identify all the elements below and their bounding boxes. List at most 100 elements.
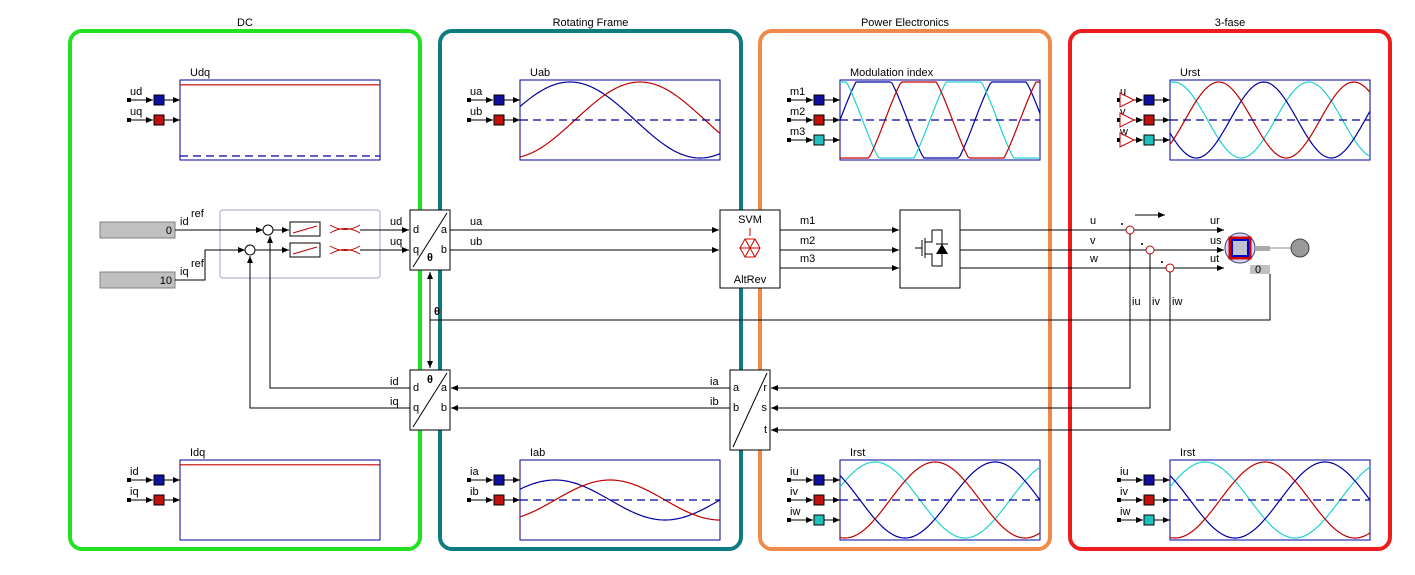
signal-label: m2 bbox=[800, 235, 815, 247]
port-dot bbox=[787, 478, 791, 482]
scope-port bbox=[493, 494, 505, 506]
port-dot bbox=[787, 118, 791, 122]
waveform bbox=[839, 461, 1041, 539]
waveform bbox=[1169, 81, 1371, 159]
port-dot bbox=[127, 498, 131, 502]
signal-label: ia bbox=[710, 376, 719, 388]
sensor-dot bbox=[1161, 261, 1163, 263]
scope-port bbox=[153, 94, 165, 106]
panel bbox=[438, 29, 743, 551]
wire bbox=[175, 247, 245, 281]
waveform bbox=[1169, 461, 1371, 539]
panel bbox=[758, 29, 1052, 551]
scope-input-label: ub bbox=[470, 106, 482, 118]
scope-title: Idq bbox=[190, 447, 205, 459]
port-dot bbox=[467, 98, 471, 102]
port-label: b bbox=[441, 244, 447, 256]
waveform bbox=[1169, 81, 1371, 159]
port-label: d bbox=[413, 382, 419, 394]
signal-label: m1 bbox=[800, 215, 815, 227]
svm-label: SVM bbox=[738, 214, 762, 226]
port-label: r bbox=[763, 382, 767, 394]
scope-input-label: ib bbox=[470, 486, 479, 498]
signal-label: v bbox=[1090, 235, 1096, 247]
signal-label: ur bbox=[1210, 215, 1220, 227]
signal-label: ub bbox=[470, 236, 482, 248]
waveform bbox=[519, 479, 721, 521]
signal-label: id bbox=[390, 376, 399, 388]
angle-symbol: θ bbox=[427, 374, 433, 386]
waveform bbox=[839, 81, 1041, 159]
signal-label: ut bbox=[1210, 253, 1219, 265]
port-dot bbox=[467, 478, 471, 482]
scope-port bbox=[813, 494, 825, 506]
scope-input-label: iu bbox=[1120, 466, 1129, 478]
scope-input-label: iv bbox=[1120, 486, 1128, 498]
signal-label: m3 bbox=[800, 253, 815, 265]
port-label: t bbox=[764, 424, 767, 436]
angle-label: θ bbox=[434, 306, 440, 318]
scope-port bbox=[813, 94, 825, 106]
scope-input-label: iq bbox=[130, 486, 139, 498]
scope-input-label: iu bbox=[790, 466, 799, 478]
scope-input-label: uq bbox=[130, 106, 142, 118]
panel-title: 3-fase bbox=[1215, 17, 1246, 29]
waveform bbox=[519, 479, 721, 521]
svm-spokes bbox=[740, 228, 760, 258]
reference-label: iq bbox=[180, 266, 189, 278]
sum bbox=[262, 224, 274, 236]
scope-title: Irst bbox=[1180, 447, 1195, 459]
waveform bbox=[1169, 81, 1371, 159]
mechanical-load bbox=[1290, 238, 1310, 258]
port-dot bbox=[1117, 478, 1121, 482]
port-dot bbox=[787, 498, 791, 502]
scope-input-label: u bbox=[1120, 86, 1126, 98]
current-sensor bbox=[1125, 225, 1135, 235]
reference-superscript: ref bbox=[191, 208, 205, 220]
scope-title: Modulation index bbox=[850, 67, 934, 79]
signal-label: iv bbox=[1152, 296, 1160, 308]
transform-diagonal bbox=[412, 212, 448, 268]
signal-label: us bbox=[1210, 235, 1222, 247]
panel bbox=[68, 29, 422, 551]
reference-value: 0 bbox=[166, 225, 172, 237]
pi-icon bbox=[292, 225, 318, 234]
gain-symbol bbox=[1119, 132, 1136, 148]
panel bbox=[1068, 29, 1392, 551]
scope-input-label: iw bbox=[1120, 506, 1130, 518]
scope-port bbox=[1143, 514, 1155, 526]
signal-label: uq bbox=[390, 236, 402, 248]
port-dot bbox=[1117, 98, 1121, 102]
port-dot bbox=[1117, 138, 1121, 142]
waveform bbox=[519, 81, 721, 158]
inverter-block bbox=[899, 209, 961, 289]
angle-symbol: θ bbox=[427, 252, 433, 264]
port-dot bbox=[467, 118, 471, 122]
sensor-dot bbox=[1121, 223, 1123, 225]
signal-label: ib bbox=[710, 396, 719, 408]
scope-port bbox=[813, 114, 825, 126]
port-dot bbox=[127, 98, 131, 102]
port-dot bbox=[127, 118, 131, 122]
scope-title: Iab bbox=[530, 447, 545, 459]
reference-label: id bbox=[180, 216, 189, 228]
port-dot bbox=[787, 98, 791, 102]
port-label: d bbox=[413, 224, 419, 236]
current-sensor bbox=[1145, 245, 1155, 255]
scope-port bbox=[1143, 494, 1155, 506]
scope-port bbox=[153, 474, 165, 486]
scope-port bbox=[813, 134, 825, 146]
scope-input-label: ud bbox=[130, 86, 142, 98]
wire bbox=[771, 272, 1171, 433]
signal-label: iw bbox=[1172, 296, 1182, 308]
transform-diagonal bbox=[732, 372, 768, 448]
scope-port bbox=[153, 494, 165, 506]
scope-input-label: w bbox=[1119, 126, 1128, 138]
scope-title: Uab bbox=[530, 67, 550, 79]
gain-symbol bbox=[1119, 112, 1136, 128]
scope-input-label: m2 bbox=[790, 106, 805, 118]
scope-port bbox=[1143, 114, 1155, 126]
port-label: a bbox=[733, 382, 740, 394]
port-dot bbox=[467, 498, 471, 502]
